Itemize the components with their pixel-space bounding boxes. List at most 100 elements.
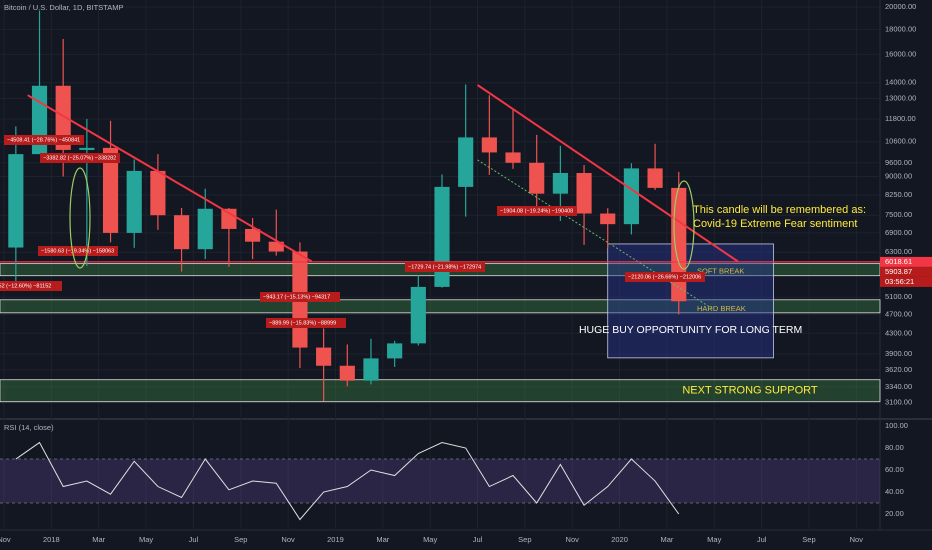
candle-body <box>316 347 332 366</box>
highlight-ellipse <box>673 180 695 270</box>
measure-label: −943.17 (−15.13%) −94317 <box>263 294 330 300</box>
x-tick-label: May <box>707 535 721 544</box>
candle-body <box>126 170 142 233</box>
x-tick-label: Nov <box>566 535 580 544</box>
level-box <box>880 266 932 277</box>
last-price-label: 6018.61 <box>885 257 912 266</box>
y-tick-label: 4700.00 <box>885 309 912 318</box>
measure-label: −4508.41 (−28.76%) −450841 <box>7 137 80 143</box>
rsi-tick-label: 20.00 <box>885 509 904 518</box>
x-tick-label: Nov <box>0 535 11 544</box>
last-price-box <box>880 256 932 267</box>
candle-body <box>221 208 237 229</box>
candle-body <box>410 286 426 344</box>
candle-body <box>529 162 545 194</box>
measure-label: −3382.82 (−25.07%) −338282 <box>43 155 116 161</box>
candle-body <box>552 172 568 194</box>
x-tick-label: Sep <box>802 535 815 544</box>
measure-label: −889.99 (−15.83%) −88999 <box>269 320 336 326</box>
rsi-tick-label: 60.00 <box>885 465 904 474</box>
measure-label: −1580.63 (−19.34%) −158063 <box>41 248 114 254</box>
rsi-line <box>15 441 680 521</box>
measure-box <box>38 246 118 256</box>
rsi-tick-label: 100.00 <box>885 421 908 430</box>
trendline <box>27 94 313 263</box>
candle-body <box>387 343 403 359</box>
candle-body <box>79 147 95 150</box>
y-tick-label: 9000.00 <box>885 171 912 180</box>
measure-box <box>4 135 84 145</box>
y-tick-label: 14000.00 <box>885 78 916 87</box>
x-tick-label: Mar <box>376 535 389 544</box>
note-line: This candle will be remembered as: <box>693 204 866 216</box>
y-tick-label: 6300.00 <box>885 247 912 256</box>
candle-body <box>173 215 190 250</box>
y-tick-label: 3340.00 <box>885 382 912 391</box>
y-tick-label: 16000.00 <box>885 49 916 58</box>
y-tick-label: 18000.00 <box>885 24 916 33</box>
candle-body <box>623 168 639 225</box>
x-tick-label: Mar <box>660 535 673 544</box>
candle-body <box>600 213 616 225</box>
x-tick-label: Sep <box>234 535 247 544</box>
y-tick-label: 4300.00 <box>885 328 912 337</box>
candle-body <box>576 172 592 214</box>
candle-body <box>268 241 284 252</box>
trendline <box>476 84 739 263</box>
y-tick-label: 3620.00 <box>885 365 912 374</box>
dotted-trendline <box>477 159 715 311</box>
measure-box <box>497 206 577 216</box>
note-line: Covid-19 Extreme Fear sentiment <box>693 218 857 230</box>
x-tick-label: Mar <box>92 535 105 544</box>
rsi-band <box>0 459 880 504</box>
zone-label: NEXT STRONG SUPPORT <box>682 385 818 397</box>
measure-box <box>260 292 340 302</box>
candle-body <box>197 208 213 250</box>
x-tick-label: 2020 <box>611 535 628 544</box>
candle-body <box>481 137 497 153</box>
candle-body <box>339 365 355 381</box>
measure-box <box>40 153 120 163</box>
y-tick-label: 11800.00 <box>885 114 916 123</box>
candle-body <box>102 147 119 233</box>
y-tick-label: 6900.00 <box>885 228 912 237</box>
y-tick-label: 3100.00 <box>885 398 912 407</box>
buy-box-label: HUGE BUY OPPORTUNITY FOR LONG TERM <box>579 324 802 336</box>
candle-body <box>245 228 261 242</box>
x-tick-label: 2019 <box>327 535 344 544</box>
x-tick-label: Nov <box>850 535 864 544</box>
chart-title: Bitcoin / U.S. Dollar, 1D, BITSTAMP <box>4 3 123 12</box>
y-tick-label: 5100.00 <box>885 292 912 301</box>
grid <box>0 0 880 530</box>
support-zone <box>0 299 881 314</box>
candle-body <box>458 137 474 187</box>
y-tick-label: 10600.00 <box>885 137 916 146</box>
measure-label: −1729.74 (−21.98%) −172974 <box>408 264 481 270</box>
y-tick-label: 13000.00 <box>885 93 916 102</box>
candle-body <box>8 154 24 248</box>
measure-box <box>266 318 346 328</box>
x-tick-label: Jul <box>189 535 199 544</box>
measure-box <box>625 272 705 282</box>
buy-box <box>607 243 774 359</box>
candle-body <box>150 170 166 216</box>
y-tick-label: 8250.00 <box>885 190 912 199</box>
candle-body <box>647 168 663 188</box>
drawings: SOFT BREAK HARD BREAK NEXT STRONG SUPPORT H… <box>0 84 880 397</box>
highlight-ellipse <box>69 167 91 269</box>
measure-label: −811.52 (−12.60%) −81152 <box>0 283 51 289</box>
support-zone <box>0 379 881 403</box>
rsi-tick-label: 80.00 <box>885 443 904 452</box>
rsi-title: RSI (14, close) <box>4 423 54 432</box>
x-tick-label: May <box>423 535 437 544</box>
x-tick-label: Sep <box>518 535 531 544</box>
y-tick-label: 9600.00 <box>885 158 912 167</box>
x-tick-label: Nov <box>281 535 295 544</box>
countdown-box <box>880 276 932 287</box>
countdown-label: 03:56:21 <box>885 277 914 286</box>
x-tick-label: May <box>139 535 153 544</box>
measure-label: −2120.06 (−26.66%) −212006 <box>628 274 701 280</box>
rsi-tick-label: 40.00 <box>885 487 904 496</box>
level-label: 5903.87 <box>885 267 912 276</box>
